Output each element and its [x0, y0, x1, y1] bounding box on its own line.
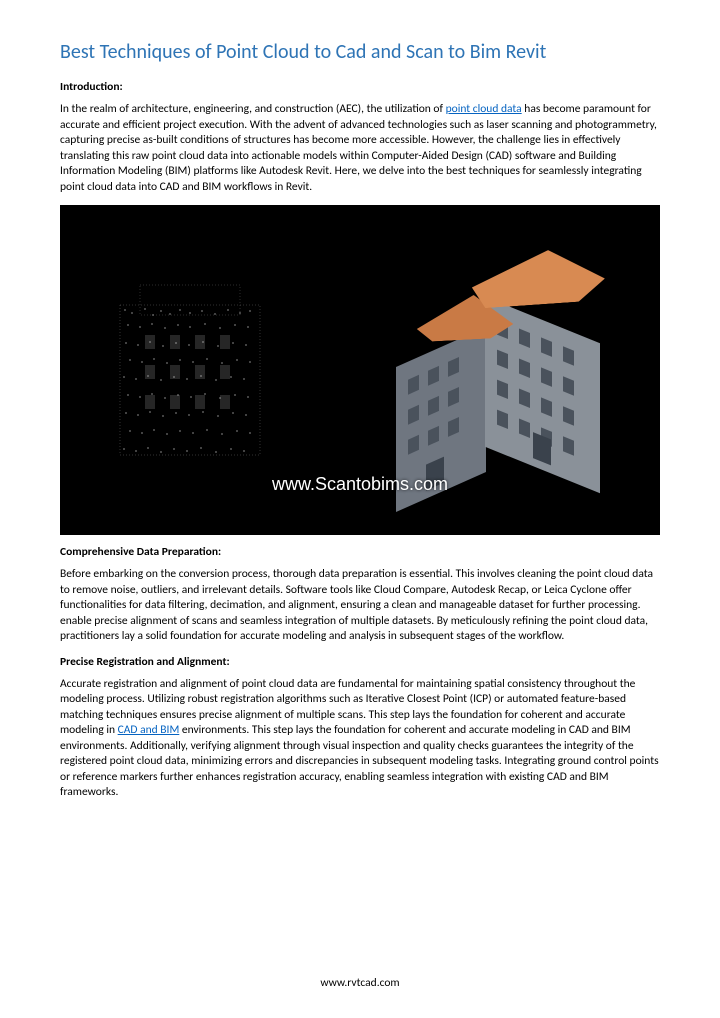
- hero-figure: www.Scantobims.com: [60, 205, 660, 535]
- cad-and-bim-link[interactable]: CAD and BIM: [118, 723, 180, 737]
- page-footer: www.rvtcad.com: [0, 976, 720, 990]
- section3-heading: Precise Registration and Alignment:: [60, 655, 660, 669]
- section3-body: Accurate registration and alignment of p…: [60, 677, 660, 801]
- section2-body: Before embarking on the conversion proce…: [60, 567, 660, 645]
- page-title: Best Techniques of Point Cloud to Cad an…: [60, 40, 660, 64]
- intro-heading: Introduction:: [60, 80, 660, 94]
- intro-text-a: In the realm of architecture, engineerin…: [60, 102, 446, 116]
- section2-heading: Comprehensive Data Preparation:: [60, 545, 660, 559]
- figure-watermark: www.Scantobims.com: [272, 474, 448, 495]
- intro-paragraph: In the realm of architecture, engineerin…: [60, 102, 660, 195]
- bim-building-graphic: [390, 265, 610, 495]
- point-cloud-data-link[interactable]: point cloud data: [446, 102, 522, 116]
- point-cloud-building-graphic: [90, 265, 310, 485]
